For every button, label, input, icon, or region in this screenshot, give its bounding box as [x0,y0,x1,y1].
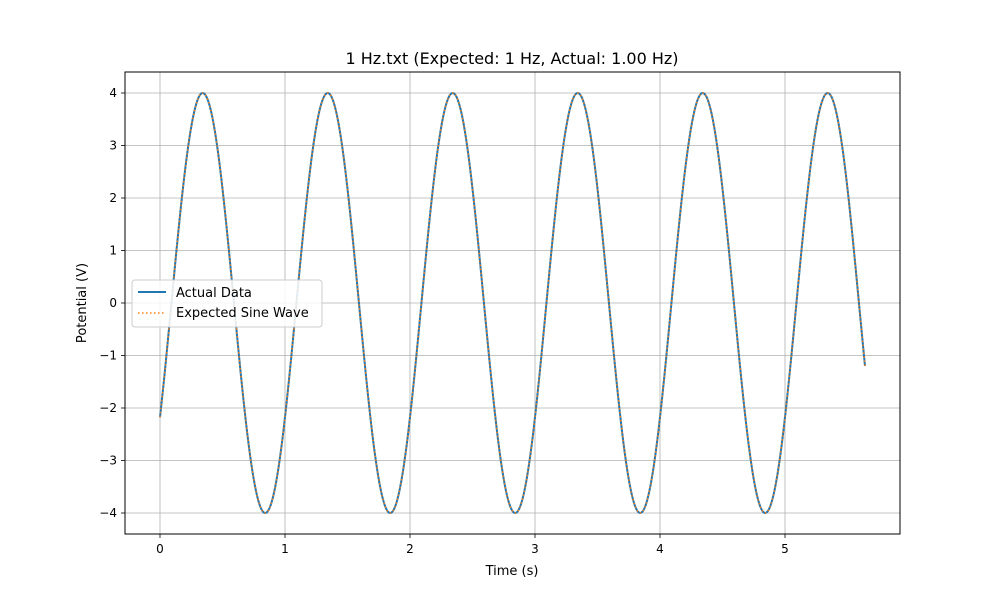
y-axis-label: Potential (V) [75,263,90,343]
y-tick-label: 3 [109,139,117,153]
legend-label-expected-sine-wave: Expected Sine Wave [176,306,309,321]
y-tick-label: 4 [109,86,117,100]
y-tick-label: −4 [99,506,117,520]
y-tick-label: 0 [109,296,117,310]
y-tick-label: −1 [99,349,117,363]
x-axis-label: Time (s) [485,564,539,579]
x-tick-label: 2 [406,542,414,556]
legend: Actual Data Expected Sine Wave [131,279,323,328]
series-line-1 [159,92,866,514]
tick-layer: 0 1 2 3 4 5 −4 −3 −2 −1 0 1 2 3 4 [99,86,789,556]
y-tick-label: 2 [109,191,117,205]
chart-title: 1 Hz.txt (Expected: 1 Hz, Actual: 1.00 H… [345,49,678,68]
y-tick-label: −2 [99,401,117,415]
y-tick-label: −3 [99,454,117,468]
legend-box [131,279,323,328]
x-tick-label: 0 [156,542,164,556]
y-tick-label: 1 [109,244,117,258]
x-tick-label: 1 [281,542,289,556]
x-tick-label: 4 [656,542,664,556]
x-tick-label: 5 [781,542,789,556]
legend-label-actual-data: Actual Data [176,286,252,301]
grid-layer [125,72,900,534]
series-layer [159,91,866,515]
x-tick-label: 3 [531,542,539,556]
